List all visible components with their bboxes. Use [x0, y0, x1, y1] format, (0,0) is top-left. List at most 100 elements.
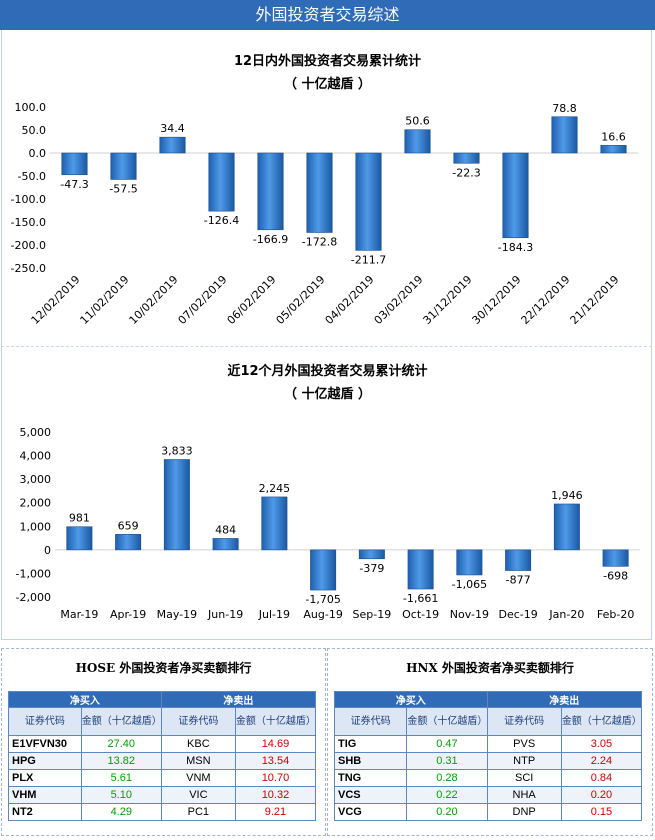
- bar: [208, 152, 235, 212]
- chart2-title: 近12个月外国投资者交易累计统计: [227, 364, 428, 379]
- bar: [261, 496, 288, 551]
- x-tick-label: May-19: [157, 608, 198, 621]
- hose-panel: HOSE 外国投资者净买卖额排行 净买入 净卖出 证券代码 金额（十亿越盾） 证…: [1, 648, 326, 836]
- buy-code: E1VFVN30: [8, 735, 82, 753]
- hnx-title: HNX 外国投资者净买卖额排行: [406, 661, 574, 675]
- data-label: -126.4: [204, 214, 239, 227]
- buy-amount: 0.22: [406, 786, 488, 804]
- hnx-col-code: 证券代码: [486, 707, 562, 736]
- sell-code: SCI: [486, 769, 562, 787]
- hose-col-code: 证券代码: [160, 707, 236, 736]
- bar: [61, 152, 88, 176]
- y-tick-label: 0.0: [29, 147, 47, 160]
- x-tick-label: Sep-19: [353, 608, 392, 621]
- chart2-subtitle: （ 十亿越盾 ）: [283, 387, 372, 402]
- table-row: VCS 0.22 NHA 0.20: [333, 786, 643, 804]
- x-tick-label: 07/02/2019: [176, 273, 230, 327]
- bar: [456, 549, 483, 576]
- sell-amount: 0.20: [560, 786, 643, 804]
- sell-code: NHA: [486, 786, 562, 804]
- data-label: -57.5: [109, 182, 137, 195]
- y-tick-label: -150.0: [11, 216, 46, 229]
- buy-amount: 0.28: [406, 769, 488, 787]
- bar: [505, 549, 532, 571]
- x-tick-label: 12/02/2019: [29, 273, 83, 327]
- bar: [163, 459, 190, 551]
- bar: [306, 152, 333, 233]
- x-tick-label: Jan-20: [548, 608, 584, 621]
- data-label: 2,245: [259, 482, 291, 495]
- table-row: SHB 0.31 NTP 2.24: [333, 752, 643, 770]
- sell-amount: 10.70: [234, 769, 317, 787]
- data-label: 78.8: [552, 102, 577, 115]
- sell-code: PVS: [486, 735, 562, 753]
- data-label: -1,065: [452, 578, 487, 591]
- chart1-subtitle: （ 十亿越盾 ）: [283, 77, 372, 92]
- sell-amount: 13.54: [234, 752, 317, 770]
- y-tick-label: 1,000: [20, 520, 52, 533]
- data-label: 1,946: [551, 489, 583, 502]
- buy-code: HPG: [8, 752, 82, 770]
- sell-code: VNM: [160, 769, 236, 787]
- buy-code: NT2: [8, 803, 82, 821]
- chart1-daily-net-trading: 100.0 50.0 0.0 -50.0 -100.0 -150.0 -200.0 -250.…: [11, 101, 638, 327]
- sell-amount: 14.69: [234, 735, 317, 753]
- hose-buy-header: 净买入: [8, 691, 162, 708]
- x-tick-label: 06/02/2019: [225, 273, 279, 327]
- y-tick-label: 0: [44, 544, 51, 557]
- data-label: -172.8: [302, 235, 337, 248]
- data-label: -1,705: [305, 593, 340, 606]
- hose-title: HOSE 外国投资者净买卖额排行: [75, 661, 252, 675]
- bar: [110, 152, 137, 180]
- page-title: 外国投资者交易综述: [0, 0, 655, 30]
- data-label: -211.7: [351, 253, 386, 266]
- x-tick-label: Aug-19: [303, 608, 342, 621]
- data-label: -166.9: [253, 233, 288, 246]
- sell-amount: 2.24: [560, 752, 643, 770]
- buy-code: TIG: [333, 735, 408, 753]
- x-tick-label: Mar-19: [60, 608, 98, 621]
- bar: [358, 549, 385, 560]
- sell-code: VIC: [160, 786, 236, 804]
- data-label: 3,833: [161, 445, 193, 458]
- y-tick-label: 2,000: [20, 497, 52, 510]
- y-tick-label: -50.0: [18, 170, 46, 183]
- bar: [355, 152, 382, 251]
- y-tick-label: 3,000: [20, 473, 52, 486]
- table-row: PLX 5.61 VNM 10.70: [8, 769, 317, 787]
- data-label: -1,661: [403, 592, 438, 605]
- data-label: -379: [359, 562, 384, 575]
- x-tick-label: 03/02/2019: [372, 273, 426, 327]
- hose-ranking-table: 净买入 净卖出 证券代码 金额（十亿越盾） 证券代码 金额（十亿越盾） E1VF…: [8, 691, 317, 821]
- bar: [602, 549, 629, 567]
- data-label: 659: [118, 519, 139, 532]
- buy-amount: 0.20: [406, 803, 488, 821]
- table-row: VHM 5.10 VIC 10.32: [8, 786, 317, 804]
- x-tick-label: 22/12/2019: [519, 273, 573, 327]
- bar: [502, 152, 529, 239]
- sell-amount: 0.15: [560, 803, 643, 821]
- y-tick-label: -200.0: [11, 239, 46, 252]
- bar: [553, 503, 580, 551]
- hnx-col-code: 证券代码: [333, 707, 408, 736]
- x-tick-label: 05/02/2019: [274, 273, 328, 327]
- data-label: -698: [603, 569, 628, 582]
- sell-code: NTP: [486, 752, 562, 770]
- bar: [404, 129, 431, 154]
- x-tick-label: 04/02/2019: [323, 273, 377, 327]
- bar: [310, 549, 337, 591]
- y-tick-label: -1,000: [16, 567, 51, 580]
- sell-amount: 3.05: [560, 735, 643, 753]
- data-label: 484: [215, 523, 236, 536]
- x-tick-label: 30/12/2019: [470, 273, 524, 327]
- hnx-panel: HNX 外国投资者净买卖额排行 净买入 净卖出 证券代码 金额（十亿越盾） 证券…: [327, 648, 653, 836]
- buy-code: VCS: [333, 786, 408, 804]
- chart1-title: 12日内外国投资者交易累计统计: [233, 54, 422, 69]
- x-tick-label: 11/02/2019: [78, 273, 132, 327]
- bar: [600, 145, 627, 154]
- y-tick-label: 100.0: [15, 101, 47, 114]
- buy-code: VCG: [333, 803, 408, 821]
- bar: [66, 526, 93, 551]
- buy-amount: 4.29: [80, 803, 162, 821]
- buy-amount: 13.82: [80, 752, 162, 770]
